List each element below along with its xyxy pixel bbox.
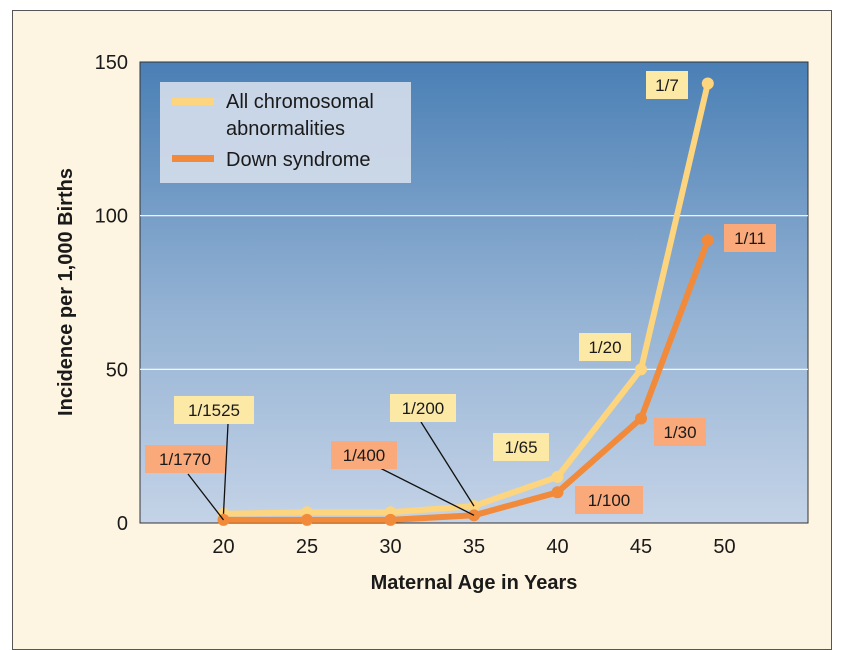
legend-label-down-syndrome: Down syndrome — [226, 149, 371, 171]
annotation-box — [724, 224, 776, 252]
annotation-label: 1/400 — [343, 446, 386, 465]
y-tick-label: 150 — [95, 52, 128, 74]
annotation-label: 1/30 — [663, 423, 696, 442]
x-tick-label: 50 — [713, 536, 735, 558]
annotation-box — [493, 433, 549, 461]
x-tick-label: 35 — [463, 536, 485, 558]
annotations: 1/1525 1/1770 1/400 1/200 1/65 1/100 1/20 1/30 1… — [145, 71, 776, 514]
annotation-leader-line — [222, 423, 229, 514]
x-tick-label: 25 — [296, 536, 318, 558]
annotation-label: 1/200 — [402, 399, 445, 418]
data-point — [635, 363, 647, 376]
annotation-box — [331, 441, 397, 469]
y-tick-label: 100 — [95, 206, 128, 228]
annotation-leader-line — [420, 421, 475, 507]
data-point — [551, 486, 564, 499]
y-axis-title: Incidence per 1,000 Births — [55, 168, 77, 416]
grid-lines — [140, 215, 808, 370]
x-axis-ticks: 20 25 30 35 40 45 50 — [212, 536, 735, 558]
annotation-label: 1/1770 — [159, 450, 211, 469]
y-axis-ticks: 0 50 100 150 — [95, 52, 128, 535]
legend-label-all-chromosomal-line1: All chromosomal — [226, 91, 374, 113]
data-point — [635, 412, 647, 425]
legend-swatch-all-chromosomal — [172, 98, 214, 105]
annotation-box — [174, 396, 254, 424]
data-point — [551, 470, 564, 483]
x-axis-title: Maternal Age in Years — [371, 572, 578, 594]
annotation-label: 1/1525 — [188, 401, 240, 420]
annotation-leader-line — [187, 473, 225, 521]
legend-label-all-chromosomal-line2: abnormalities — [226, 118, 345, 140]
annotation-label: 1/100 — [588, 491, 631, 510]
annotation-box — [145, 445, 225, 473]
annotation-label: 1/11 — [734, 229, 766, 248]
annotation-label: 1/20 — [588, 338, 621, 357]
annotation-box — [575, 486, 643, 514]
annotation-box — [579, 333, 631, 361]
x-tick-label: 20 — [212, 536, 234, 558]
annotation-box — [390, 394, 456, 422]
y-tick-label: 0 — [117, 513, 128, 535]
annotation-label: 1/65 — [504, 438, 537, 457]
annotation-box — [654, 418, 706, 446]
annotation-leader-line — [377, 466, 475, 516]
y-tick-label: 50 — [106, 359, 128, 381]
annotation-box — [646, 71, 688, 99]
data-point — [701, 234, 714, 247]
data-point — [701, 77, 714, 90]
x-tick-label: 45 — [630, 536, 652, 558]
annotation-label: 1/7 — [655, 76, 679, 95]
annotation-leaders — [187, 421, 475, 521]
x-tick-label: 30 — [379, 536, 401, 558]
x-tick-label: 40 — [546, 536, 568, 558]
legend: All chromosomal abnormalities Down syndr… — [160, 82, 411, 183]
legend-swatch-down-syndrome — [172, 155, 214, 162]
data-point — [384, 513, 397, 526]
data-point — [301, 513, 313, 526]
